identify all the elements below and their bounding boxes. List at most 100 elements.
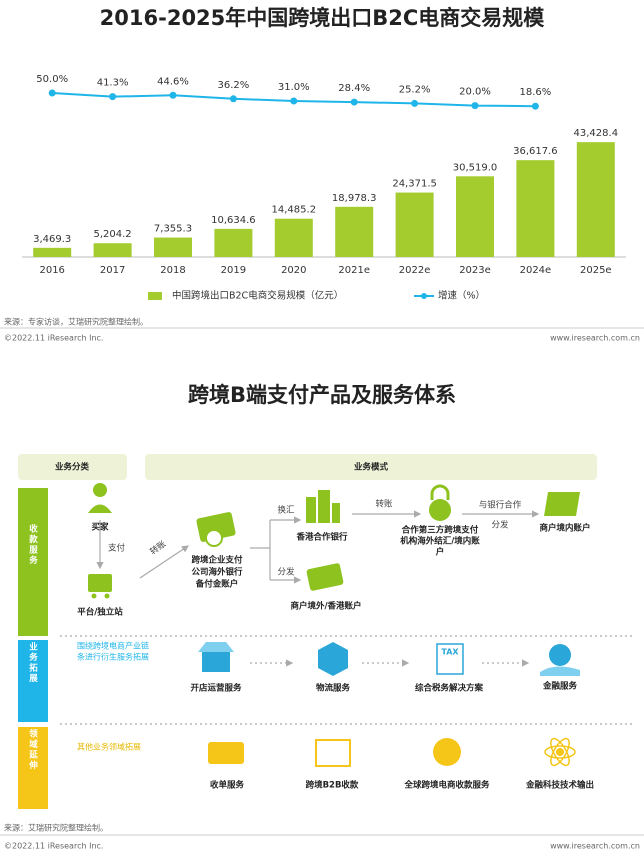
icon-bank [306, 497, 316, 523]
data-label: 36,617.6 [513, 146, 558, 157]
bar [274, 218, 313, 257]
data-label: 41.3% [97, 78, 129, 89]
node-label: 商户境内账户 [539, 523, 590, 534]
arrow [250, 520, 271, 580]
legend-label: 增速（%） [438, 290, 485, 302]
icon-bank [332, 503, 340, 523]
data-label: 50.0% [36, 74, 68, 85]
icon-text: TAX [441, 648, 459, 657]
x-tick-label: 2022e [399, 265, 431, 276]
bar [93, 243, 132, 257]
icon-finance [549, 644, 571, 666]
data-label: 5,204.2 [94, 229, 132, 240]
copyright: ©2022.11 iResearch Inc. [4, 842, 103, 851]
row-label: 领域延伸 [28, 728, 39, 771]
icon-globe [433, 738, 461, 766]
copyright: ©2022.11 iResearch Inc. [4, 334, 103, 343]
x-tick-label: 2019 [221, 265, 246, 276]
x-tick-label: 2018 [160, 265, 185, 276]
icon-cart [88, 574, 112, 592]
node-label: 跨境B2B收款 [306, 780, 359, 791]
data-label: 3,469.3 [33, 234, 71, 245]
row-note: 条进行衍生服务拓展 [77, 652, 149, 662]
edge-label: 与银行合作 [479, 500, 522, 511]
bar [395, 192, 434, 257]
chart: 2016-2025年中国跨境出口B2C电商交易规模 来源：专家访谈，艾瑞研究院整… [0, 6, 644, 343]
node-label: 商户境外/香港账户 [290, 601, 361, 612]
edge-label: 换汇 [277, 505, 295, 516]
website: www.iresearch.com.cn [550, 842, 640, 851]
icon-box [318, 642, 348, 676]
row-bar [18, 727, 48, 809]
x-tick-label: 2017 [100, 265, 125, 276]
header-label: 业务分类 [55, 462, 90, 473]
x-tick-label: 2023e [459, 265, 491, 276]
bar [516, 160, 555, 257]
line-point [109, 93, 117, 101]
source: 来源：艾瑞研究院整理绘制。 [4, 823, 108, 833]
row-note: 围绕跨境电商产业链 [77, 641, 149, 651]
bar [576, 142, 615, 257]
node-label: 户 [435, 547, 445, 558]
arrow [139, 545, 189, 579]
bar [214, 228, 253, 257]
row-bar [18, 640, 48, 722]
line-point [411, 99, 419, 107]
line-point [169, 91, 177, 99]
data-label: 14,485.2 [272, 205, 317, 216]
icon-atom [550, 737, 570, 767]
node-label: 香港合作银行 [295, 532, 348, 543]
bar [33, 247, 72, 257]
data-label: 28.4% [338, 83, 370, 94]
data-label: 24,371.5 [392, 179, 437, 190]
data-label: 30,519.0 [453, 162, 498, 173]
line-point [290, 97, 298, 105]
edge-label: 支付 [108, 543, 126, 554]
bar [335, 206, 374, 257]
icon-lock [430, 484, 450, 500]
chart-title: 2016-2025年中国跨境出口B2C电商交易规模 [100, 6, 546, 30]
legend-label: 中国跨境出口B2C电商交易规模（亿元） [172, 290, 343, 302]
node-label: 备付金账户 [195, 579, 239, 590]
icon-unionpay [544, 492, 580, 516]
diagram: 跨境B端支付产品及服务体系 业务分类 业务模式 收款服务 业务拓展 领域延伸 [0, 383, 644, 851]
header-box [18, 454, 127, 480]
line-point [48, 89, 56, 97]
node-label: 平台/独立站 [77, 607, 123, 618]
website: www.iresearch.com.cn [550, 334, 640, 343]
x-tick-label: 2016 [39, 265, 64, 276]
row-bar [18, 488, 48, 636]
icon-doc [315, 739, 351, 767]
node-label: 机构海外结汇/境内账 [400, 536, 480, 547]
node-label: 开店运营服务 [190, 683, 242, 694]
icon-store [198, 642, 234, 652]
node-label: 金融服务 [542, 681, 578, 692]
data-label: 43,428.4 [574, 128, 619, 139]
icon-finance [540, 666, 580, 676]
bar [154, 237, 192, 257]
node-label: 合作第三方跨境支付 [401, 525, 479, 536]
icon-bank [318, 490, 330, 523]
data-label: 25.2% [399, 84, 431, 95]
data-label: 10,634.6 [211, 215, 256, 226]
row-note: 其他业务领域拓展 [77, 742, 141, 752]
line-point [229, 95, 237, 103]
icon-card [306, 563, 344, 591]
legend-swatch [148, 292, 162, 300]
x-tick-label: 2025e [580, 265, 612, 276]
icon-cart [104, 593, 110, 599]
icon-buyer [88, 504, 112, 513]
node-label: 收单服务 [210, 780, 245, 791]
line-point [531, 102, 539, 110]
data-label: 18.6% [520, 87, 552, 98]
row-label: 业务拓展 [28, 641, 39, 684]
row-label: 收款服务 [28, 523, 38, 566]
legend-swatch [421, 293, 427, 299]
icon-atom [544, 745, 576, 759]
line-point [350, 98, 358, 106]
icon-lock [429, 499, 451, 521]
diagram-title: 跨境B端支付产品及服务体系 [188, 383, 456, 407]
edge-label: 转账 [148, 538, 169, 557]
x-tick-label: 2020 [281, 265, 306, 276]
edge-label: 分发 [277, 567, 295, 578]
